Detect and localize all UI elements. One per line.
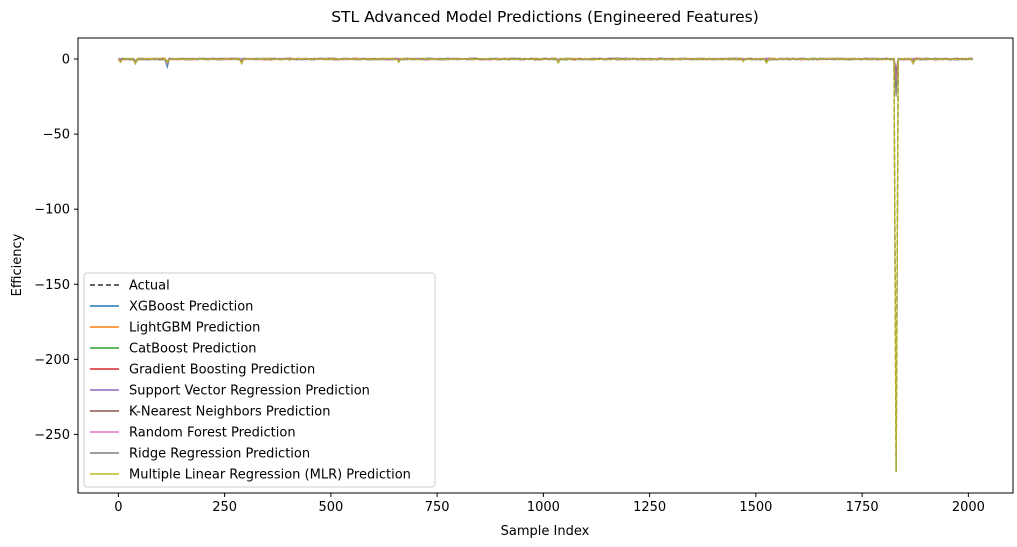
legend-label: LightGBM Prediction — [129, 321, 260, 336]
x-tick-label: 1750 — [846, 500, 879, 515]
x-tick-label: 750 — [425, 500, 450, 515]
x-axis-label: Sample Index — [501, 524, 590, 539]
legend-label: CatBoost Prediction — [129, 342, 257, 357]
legend-frame — [83, 272, 436, 488]
legend-label: Multiple Linear Regression (MLR) Predict… — [129, 468, 411, 483]
y-tick-label: −100 — [34, 203, 70, 218]
y-axis: 0 −50 −100 −150 −200 −250 — [34, 53, 78, 443]
y-tick-label: −200 — [34, 353, 70, 368]
legend: Actual XGBoost Prediction LightGBM Predict… — [83, 272, 436, 488]
x-tick-label: 0 — [114, 500, 122, 515]
y-tick-label: 0 — [62, 53, 70, 68]
legend-label: Random Forest Prediction — [129, 426, 296, 441]
y-axis-label: Efficiency — [10, 233, 25, 296]
x-tick-label: 1000 — [527, 500, 560, 515]
legend-label: Ridge Regression Prediction — [129, 447, 310, 462]
x-axis: 0 250 500 750 1000 1250 1500 1750 2000 — [114, 493, 985, 515]
x-tick-label: 1500 — [739, 500, 772, 515]
x-tick-label: 1250 — [633, 500, 666, 515]
plot-area — [77, 37, 1014, 494]
y-tick-label: −50 — [43, 128, 70, 143]
y-tick-label: −150 — [34, 278, 70, 293]
legend-label: XGBoost Prediction — [129, 300, 253, 315]
chart-title: STL Advanced Model Predictions (Engineer… — [331, 8, 759, 26]
series-line — [117, 57, 973, 472]
axes-frame — [77, 37, 1014, 494]
x-tick-label: 2000 — [952, 500, 985, 515]
x-tick-label: 250 — [212, 500, 237, 515]
legend-label: K-Nearest Neighbors Prediction — [129, 405, 330, 420]
y-tick-label: −250 — [34, 428, 70, 443]
legend-label: Support Vector Regression Prediction — [129, 384, 370, 399]
x-tick-label: 500 — [318, 500, 343, 515]
legend-label: Actual — [129, 279, 170, 294]
legend-label: Gradient Boosting Prediction — [129, 363, 315, 378]
series-layer — [117, 57, 973, 472]
